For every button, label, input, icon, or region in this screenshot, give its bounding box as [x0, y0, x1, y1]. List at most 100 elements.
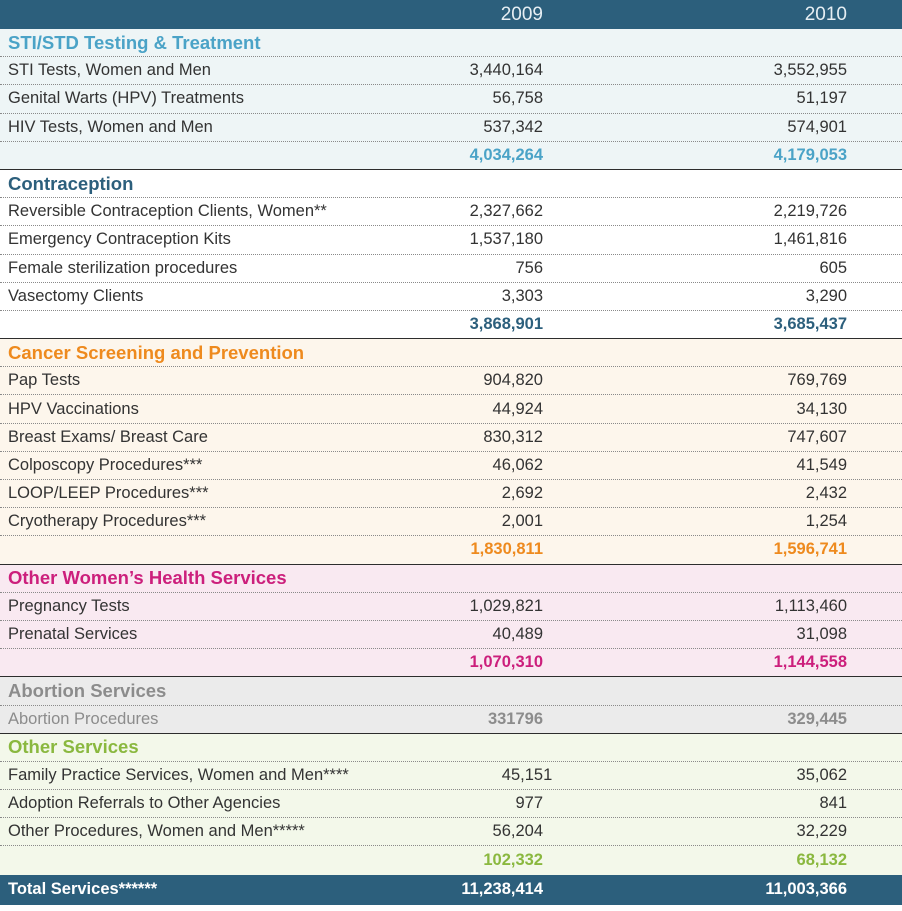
row-value-2009: 977: [515, 794, 543, 813]
row-label: HIV Tests, Women and Men: [8, 117, 213, 136]
table-row: Female sterilization procedures 756 605: [0, 255, 902, 283]
table-row: STI Tests, Women and Men 3,440,164 3,552…: [0, 57, 902, 86]
row-value-2009: 45,151: [501, 765, 553, 784]
total-2009: 3,868,901: [469, 314, 543, 333]
row-label: Cryotherapy Procedures***: [8, 512, 207, 531]
table-row: Prenatal Services 40,489 31,098: [0, 621, 902, 650]
row-label: Prenatal Services: [8, 625, 138, 644]
section-title: Cancer Screening and Prevention: [0, 339, 902, 368]
total-2010: 3,685,437: [773, 314, 847, 333]
row-value-2010: 1,254: [805, 512, 847, 531]
row-value-2010: 2,219,726: [773, 202, 847, 221]
row-value-2010: 3,552,955: [773, 61, 847, 80]
section-title-label: Other Services: [8, 736, 139, 758]
row-label: Pap Tests: [8, 371, 81, 390]
row-value-2009: 46,062: [492, 455, 543, 474]
table-row: Cryotherapy Procedures*** 2,001 1,254: [0, 508, 902, 537]
row-value-2009: 1,029,821: [469, 596, 543, 615]
section-title-label: Abortion Services: [8, 679, 167, 701]
table-row: Abortion Procedures 331796 329,445: [0, 706, 902, 734]
row-label: Genital Warts (HPV) Treatments: [8, 89, 244, 108]
table-header: 2009 2010: [0, 0, 902, 29]
grand-total-label: Total Services******: [8, 880, 158, 899]
row-value-2010: 769,769: [787, 371, 847, 390]
section-total-row: 102,332 68,132: [0, 846, 902, 874]
table-row: Adoption Referrals to Other Agencies 977…: [0, 790, 902, 819]
row-label: Other Procedures, Women and Men*****: [8, 822, 305, 841]
row-label: Abortion Procedures: [8, 709, 159, 728]
total-2010: 68,132: [796, 851, 847, 870]
row-value-2009: 56,204: [492, 822, 543, 841]
row-label: Female sterilization procedures: [8, 258, 238, 277]
row-label: Colposcopy Procedures***: [8, 455, 203, 474]
row-value-2010: 1,113,460: [774, 596, 847, 615]
header-2009: 2009: [500, 3, 543, 25]
total-2009: 4,034,264: [469, 145, 543, 164]
row-value-2010: 35,062: [796, 765, 847, 784]
row-value-2010: 1,461,816: [773, 230, 847, 249]
row-value-2009: 756: [515, 258, 543, 277]
section-total-row: 4,034,264 4,179,053: [0, 142, 902, 170]
table-row: Reversible Contraception Clients, Women*…: [0, 198, 902, 227]
row-value-2010: 41,549: [796, 455, 847, 474]
total-2010: 4,179,053: [773, 145, 847, 164]
table-row: LOOP/LEEP Procedures*** 2,692 2,432: [0, 480, 902, 509]
row-value-2010: 2,432: [805, 484, 847, 503]
section-total-row: 1,830,811 1,596,741: [0, 536, 902, 565]
row-value-2010: 605: [819, 258, 847, 277]
row-label: HPV Vaccinations: [8, 399, 139, 418]
row-value-2010: 3,290: [805, 286, 847, 305]
section-title: Abortion Services: [0, 677, 902, 706]
table-row: Vasectomy Clients 3,303 3,290: [0, 283, 902, 311]
total-2009: 102,332: [483, 851, 543, 870]
section-title-label: Other Women’s Health Services: [8, 567, 287, 589]
section-total-row: 3,868,901 3,685,437: [0, 311, 902, 340]
section-other-services: Other Services Family Practice Services,…: [0, 733, 902, 875]
table-row: Colposcopy Procedures*** 46,062 41,549: [0, 452, 902, 480]
section-total-row: 1,070,310 1,144,558: [0, 649, 902, 678]
row-label: Family Practice Services, Women and Men*…: [8, 765, 349, 784]
section-title-label: STI/STD Testing & Treatment: [8, 31, 261, 53]
section-title-label: Contraception: [8, 172, 134, 194]
row-value-2009: 537,342: [483, 117, 543, 136]
row-value-2009: 56,758: [492, 89, 543, 108]
section-contraception: Contraception Reversible Contraception C…: [0, 169, 902, 340]
table-row: Pregnancy Tests 1,029,821 1,113,460: [0, 593, 902, 621]
row-label: Emergency Contraception Kits: [8, 230, 231, 249]
row-value-2010: 574,901: [787, 117, 847, 136]
section-title: Other Women’s Health Services: [0, 565, 902, 593]
row-label: Adoption Referrals to Other Agencies: [8, 794, 281, 813]
row-value-2010: 329,445: [787, 709, 847, 728]
section-title: Contraception: [0, 170, 902, 199]
row-value-2010: 32,229: [796, 822, 847, 841]
table-row: Breast Exams/ Breast Care 830,312 747,60…: [0, 424, 902, 452]
row-value-2009: 3,440,164: [469, 61, 543, 80]
table-row: Emergency Contraception Kits 1,537,180 1…: [0, 226, 902, 255]
grand-total-row: Total Services****** 11,238,414 11,003,3…: [0, 874, 902, 905]
section-title-label: Cancer Screening and Prevention: [8, 341, 305, 363]
row-value-2009: 3,303: [501, 286, 543, 305]
row-value-2010: 51,197: [796, 89, 847, 108]
total-2010: 1,144,558: [773, 653, 847, 672]
section-sti: STI/STD Testing & Treatment STI Tests, W…: [0, 29, 902, 170]
row-label: Pregnancy Tests: [8, 596, 130, 615]
table-row: Family Practice Services, Women and Men*…: [0, 762, 902, 791]
grand-total-2010: 11,003,366: [765, 880, 847, 899]
section-abortion: Abortion Services Abortion Procedures 33…: [0, 677, 902, 734]
table-row: Genital Warts (HPV) Treatments 56,758 51…: [0, 85, 902, 114]
row-value-2010: 841: [819, 794, 847, 813]
row-value-2009: 904,820: [483, 371, 543, 390]
row-label: Breast Exams/ Breast Care: [8, 427, 208, 446]
row-label: LOOP/LEEP Procedures***: [8, 484, 209, 503]
table-row: Pap Tests 904,820 769,769: [0, 367, 902, 396]
row-value-2009: 40,489: [492, 625, 543, 644]
header-2010: 2010: [804, 3, 847, 25]
row-label: STI Tests, Women and Men: [8, 61, 211, 80]
total-2009: 1,830,811: [470, 540, 544, 559]
grand-total-2009: 11,238,414: [461, 880, 543, 899]
total-2010: 1,596,741: [773, 540, 847, 559]
row-label: Vasectomy Clients: [8, 286, 144, 305]
row-label: Reversible Contraception Clients, Women*…: [8, 202, 327, 221]
row-value-2010: 747,607: [787, 427, 847, 446]
